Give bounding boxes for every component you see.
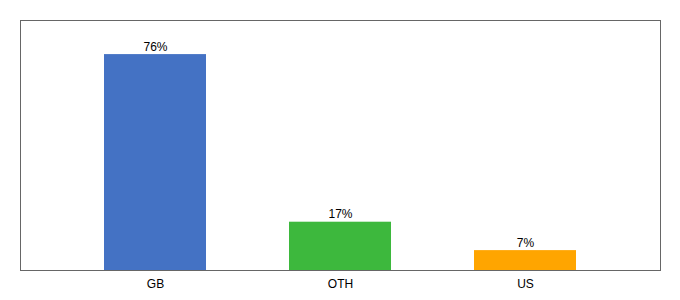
- svg-text:76%: 76%: [143, 40, 167, 54]
- svg-text:OTH: OTH: [328, 277, 353, 291]
- svg-text:7%: 7%: [517, 236, 535, 250]
- svg-text:GB: GB: [147, 277, 164, 291]
- svg-text:US: US: [517, 277, 534, 291]
- svg-text:17%: 17%: [328, 207, 352, 221]
